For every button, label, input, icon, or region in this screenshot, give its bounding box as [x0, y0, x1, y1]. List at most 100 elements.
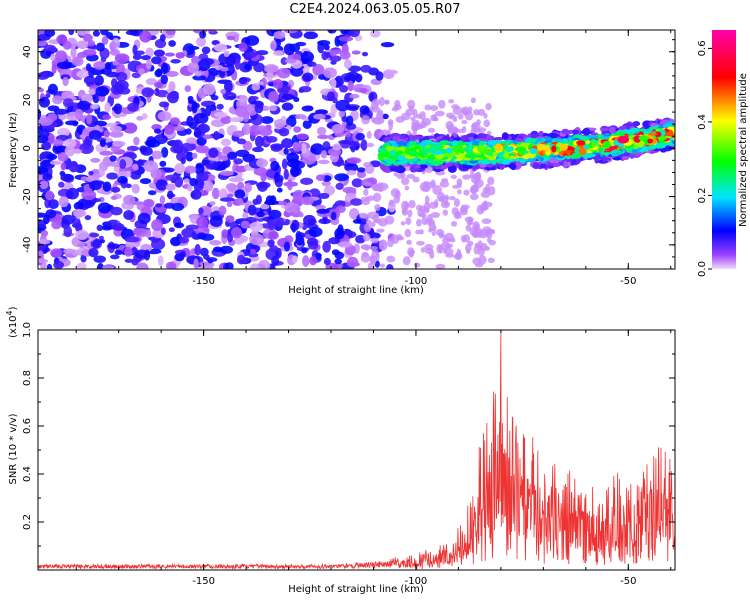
spectrogram-cell	[184, 85, 192, 93]
spectrogram-cell	[317, 40, 331, 46]
spectrogram-cell	[219, 245, 234, 254]
spectrogram-cell	[583, 144, 590, 150]
spectrogram-cell	[472, 257, 482, 266]
spectrogram-cell	[199, 261, 211, 266]
spectrogram-cell	[193, 113, 209, 125]
spectrogram-cell	[198, 207, 204, 215]
spectrogram-cell	[657, 135, 668, 141]
spectrogram-cell	[275, 174, 284, 183]
spectrogram-cell	[346, 71, 360, 81]
spectrogram-cell	[255, 194, 262, 205]
spectrogram-cell	[290, 202, 301, 214]
spectrogram-cell	[134, 50, 145, 55]
spectrogram-cell	[45, 93, 51, 99]
spectrogram-cell	[346, 256, 359, 268]
spectrogram-cell	[244, 51, 258, 59]
spectrogram-cell	[617, 135, 630, 144]
spectrogram-cell	[224, 262, 234, 269]
spectrogram-cell	[226, 57, 234, 65]
spectrogram-cell	[236, 138, 247, 145]
spectrogram-cell	[218, 188, 228, 200]
snr-scale-suffix: )	[8, 306, 19, 310]
spectrogram-cell	[131, 72, 141, 79]
spectrogram-cell	[42, 173, 53, 181]
spectrogram-cell	[414, 164, 421, 169]
spectrogram-cell	[300, 196, 314, 206]
snr-series-line	[38, 330, 675, 570]
spectrogram-cell	[272, 50, 284, 56]
spectrogram-cell	[109, 41, 117, 51]
spectrogram-cell	[205, 257, 218, 263]
spectrogram-cell	[141, 55, 151, 61]
spectrogram-cell	[300, 177, 314, 185]
spectrogram-cell	[347, 65, 362, 72]
spectrogram-cell	[285, 116, 297, 128]
spectrogram-cell	[465, 243, 472, 253]
spectrogram-cell	[92, 30, 100, 37]
spectrogram-cell	[62, 76, 69, 87]
spectrogram-cell	[292, 142, 303, 152]
spectrogram-cell	[199, 247, 209, 257]
spectrogram-cell	[232, 130, 245, 138]
spectrogram-cell	[209, 215, 223, 227]
spectrogram-cell	[416, 218, 422, 227]
spectrogram-cell	[552, 162, 561, 168]
spectrogram-cell	[283, 168, 289, 180]
spectrogram-cell	[38, 87, 45, 93]
spectrogram-cell	[91, 180, 105, 186]
spectrogram-cell	[309, 256, 317, 266]
spectrogram-cell	[220, 138, 232, 147]
spectrogram-cell	[487, 186, 496, 196]
spectrogram-cell	[234, 58, 241, 70]
spectrogram-cell	[186, 137, 197, 144]
spectrogram-cell	[157, 255, 164, 266]
spectrogram-cell	[58, 181, 65, 188]
spectrogram-cell	[151, 238, 166, 251]
spectrogram-axes: -150 -100 -50 -40 -20 0 20 40	[22, 30, 675, 287]
spectrogram-cell	[240, 220, 250, 229]
spectrogram-cell	[254, 135, 264, 148]
spectrogram-cell	[308, 226, 323, 238]
spectrogram-cell	[505, 146, 513, 153]
spectrogram-cell	[366, 142, 375, 148]
spectrogram-cell	[227, 95, 236, 100]
spectrogram-cell	[55, 50, 68, 63]
spectrogram-cell	[501, 132, 509, 140]
spectrogram-cell	[332, 143, 342, 151]
spectrogram-cell	[209, 201, 216, 206]
spectrogram-cell	[191, 101, 198, 114]
spectrogram-cell	[39, 180, 49, 190]
spectrogram-cell	[186, 184, 193, 192]
spectrogram-cell	[194, 70, 203, 77]
spectrogram-cell	[114, 53, 130, 64]
spectrogram-cell	[145, 47, 154, 58]
spectrogram-cell	[110, 186, 121, 193]
spectrogram-cell	[157, 111, 172, 121]
spectrogram-cell	[483, 119, 491, 128]
spectrogram-cell	[340, 30, 349, 35]
spectrogram-cell	[571, 159, 577, 164]
snr-line-plot	[38, 330, 675, 570]
spectrogram-cell	[283, 137, 289, 149]
spectrogram-cell	[263, 63, 279, 73]
spectrogram-cell	[492, 137, 505, 141]
spectrogram-cell	[202, 83, 216, 96]
spectrogram-cell	[112, 222, 125, 231]
spectrogram-cell	[235, 165, 248, 173]
spectrogram-cell	[355, 132, 365, 141]
spectrogram-cell	[132, 54, 142, 60]
spectrogram-cell	[179, 251, 187, 258]
spectrogram-cell	[561, 128, 570, 135]
spectrogram-cell	[208, 147, 219, 159]
spectrogram-cell	[321, 51, 329, 61]
spectrogram-cell	[87, 40, 96, 47]
spectrogram-cell	[334, 258, 342, 265]
spectrogram-cell	[401, 200, 409, 211]
spectrogram-cell	[226, 201, 233, 208]
spectrogram-cell	[236, 197, 244, 206]
spectrogram-cell	[273, 30, 286, 40]
spectrogram-cell	[471, 165, 481, 170]
spectrogram-cell	[271, 255, 280, 267]
spectrogram-cell	[368, 92, 375, 102]
spectrogram-cell	[447, 164, 457, 173]
